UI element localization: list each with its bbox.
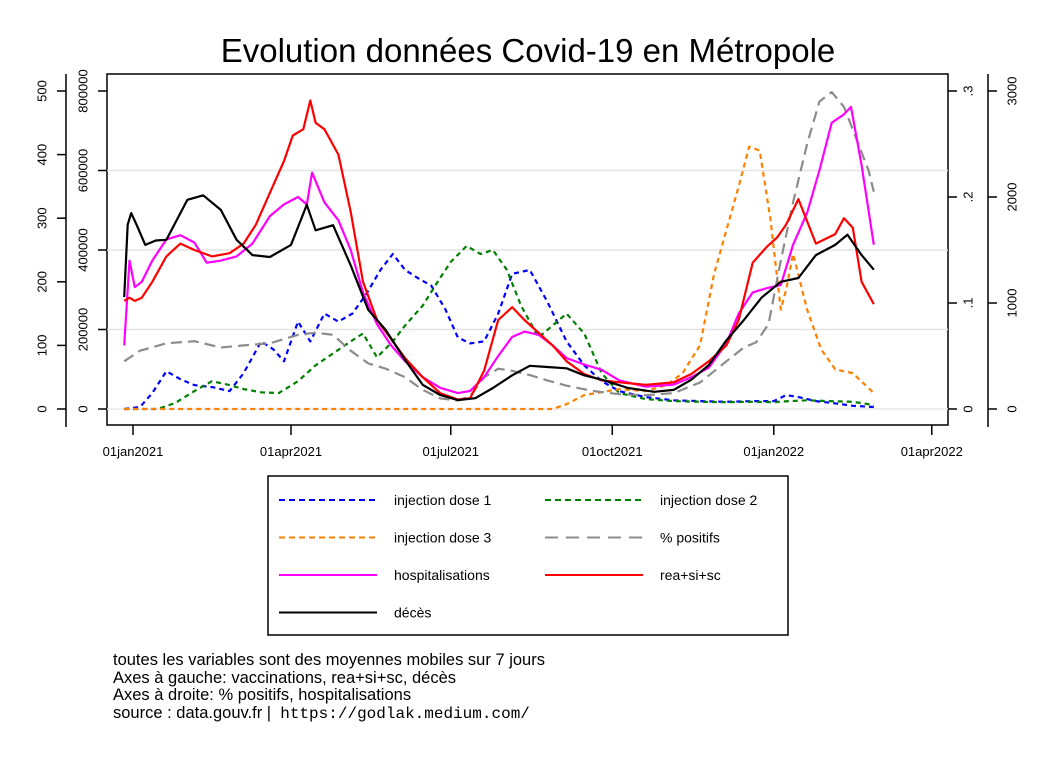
y-tick-label: 200	[35, 271, 50, 293]
y-axis-right-outer: 0 1000 2000 3000	[988, 77, 1020, 413]
legend-item: hospitalisations	[279, 567, 490, 583]
legend-item: injection dose 2	[545, 492, 758, 508]
notes: toutes les variables sont des moyennes m…	[113, 651, 545, 724]
note-source: source : data.gouv.fr | https://godlak.m…	[113, 703, 545, 724]
series-line-hospitalisations	[123, 105, 875, 395]
y-tick-label: 0	[76, 405, 91, 412]
legend-label: décès	[394, 605, 431, 621]
y-tick-label: 400	[35, 144, 50, 166]
legend-label: injection dose 2	[660, 492, 758, 508]
x-tick-label: 01jan2021	[103, 444, 164, 459]
y-tick-label: .3	[961, 86, 976, 97]
legend-item: injection dose 3	[279, 530, 492, 546]
legend-label: % positifs	[660, 530, 720, 546]
y-tick-label: 300	[35, 207, 50, 229]
y-axis-left-outer: 0 100 200 300 400 500	[35, 80, 66, 413]
note-line-2: Axes à gauche: vaccinations, rea+si+sc, …	[113, 668, 457, 687]
y-tick-label: 500	[35, 80, 50, 102]
legend-label: injection dose 1	[394, 492, 492, 508]
legend-box	[267, 475, 789, 636]
series-line-injection-dose-1	[124, 252, 874, 411]
series-line-positifs	[123, 90, 875, 402]
x-tick-label: 01jan2022	[743, 444, 804, 459]
y-tick-label: 3000	[1005, 77, 1020, 106]
y-axis-right-inner: 0 .1 .2 .3	[948, 86, 976, 413]
legend-item: % positifs	[545, 530, 720, 546]
y-tick-label: 0	[1005, 405, 1020, 412]
series-group	[123, 90, 875, 411]
series-line-injection-dose-3	[124, 145, 875, 411]
legend: injection dose 1 injection dose 2 injectio…	[279, 492, 758, 621]
series-line-d-c-s	[123, 194, 875, 402]
y-tick-label: 200000	[76, 308, 91, 351]
legend-item: rea+si+sc	[545, 567, 721, 583]
series-line-injection-dose-2	[124, 244, 874, 411]
source-prefix: source : data.gouv.fr |	[113, 703, 272, 722]
legend-item: injection dose 1	[279, 492, 492, 508]
y-axis-left-inner: 0 200000 400000 600000 800000	[76, 69, 107, 413]
source-url[interactable]: https://godlak.medium.com/	[280, 704, 530, 723]
y-tick-label: 0	[35, 405, 50, 412]
x-tick-label: 01apr2021	[260, 444, 322, 459]
x-tick-label: 01oct2021	[582, 444, 643, 459]
y-tick-label: 400000	[76, 228, 91, 271]
legend-label: rea+si+sc	[660, 567, 721, 583]
note-line-1: toutes les variables sont des moyennes m…	[113, 651, 545, 669]
y-tick-label: 2000	[1005, 183, 1020, 212]
note-line-3: Axes à droite: % positifs, hospitalisati…	[113, 686, 412, 704]
y-tick-label: 0	[961, 405, 976, 412]
legend-item: décès	[279, 605, 431, 621]
y-tick-label: .2	[961, 192, 976, 203]
x-tick-label: 01apr2022	[901, 444, 963, 459]
y-tick-label: 800000	[76, 69, 91, 112]
x-axis: 01jan2021 01apr2021 01jul2021 01oct2021 01ja…	[103, 425, 963, 459]
y-tick-label: 1000	[1005, 289, 1020, 318]
legend-label: injection dose 3	[394, 530, 492, 546]
legend-label: hospitalisations	[394, 567, 490, 583]
chart-title: Evolution données Covid-19 en Métropole	[221, 32, 836, 69]
y-tick-label: 100	[35, 335, 50, 357]
gridlines	[107, 169, 948, 410]
y-tick-label: .1	[961, 298, 976, 309]
x-tick-label: 01jul2021	[423, 444, 479, 459]
y-tick-label: 600000	[76, 149, 91, 192]
